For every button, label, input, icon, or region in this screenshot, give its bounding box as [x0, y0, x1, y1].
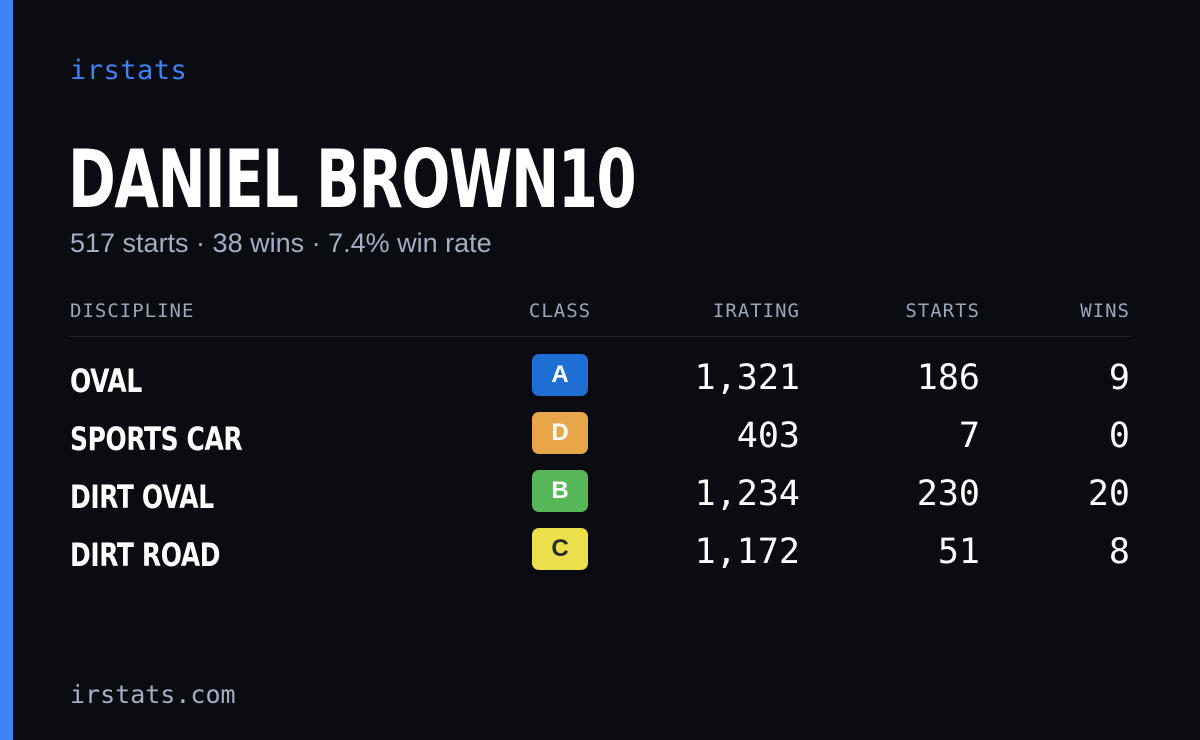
player-name: DANIEL BROWN10 — [68, 133, 637, 226]
stats-table-header: DISCIPLINE CLASS IRATING STARTS WINS — [70, 300, 1130, 337]
footer-url[interactable]: irstats.com — [70, 680, 236, 709]
irating-value: 1,172 — [694, 532, 800, 572]
irating-value: 1,234 — [694, 474, 800, 514]
irating-value: 403 — [736, 416, 800, 456]
starts-value: 51 — [937, 532, 980, 572]
wins-value: 9 — [1108, 358, 1130, 398]
brand-logo[interactable]: irstats — [70, 55, 188, 86]
starts-value: 7 — [958, 416, 980, 456]
discipline-name: SPORTS CAR — [70, 420, 243, 458]
class-badge: D — [532, 412, 588, 454]
wins-value: 20 — [1087, 474, 1130, 514]
class-badge: A — [532, 354, 588, 396]
header-class: CLASS — [528, 300, 592, 322]
class-badge: B — [532, 470, 588, 512]
class-badge: C — [532, 528, 588, 570]
table-row: OVAL A 1,321 186 9 — [70, 350, 1130, 408]
player-summary: 517 starts · 38 wins · 7.4% win rate — [70, 228, 492, 258]
wins-value: 0 — [1108, 416, 1130, 456]
irating-value: 1,321 — [694, 358, 800, 398]
wins-value: 8 — [1108, 532, 1130, 572]
discipline-name: OVAL — [70, 362, 142, 400]
accent-bar — [0, 0, 13, 740]
starts-value: 186 — [916, 358, 980, 398]
starts-value: 230 — [916, 474, 980, 514]
table-row: DIRT ROAD C 1,172 51 8 — [70, 524, 1130, 582]
header-wins: WINS — [1080, 300, 1130, 322]
header-starts: STARTS — [905, 300, 980, 322]
header-irating: IRATING — [712, 300, 800, 322]
discipline-name: DIRT OVAL — [70, 478, 214, 516]
table-row: DIRT OVAL B 1,234 230 20 — [70, 466, 1130, 524]
header-discipline: DISCIPLINE — [70, 300, 195, 322]
discipline-name: DIRT ROAD — [70, 536, 221, 574]
table-row: SPORTS CAR D 403 7 0 — [70, 408, 1130, 466]
